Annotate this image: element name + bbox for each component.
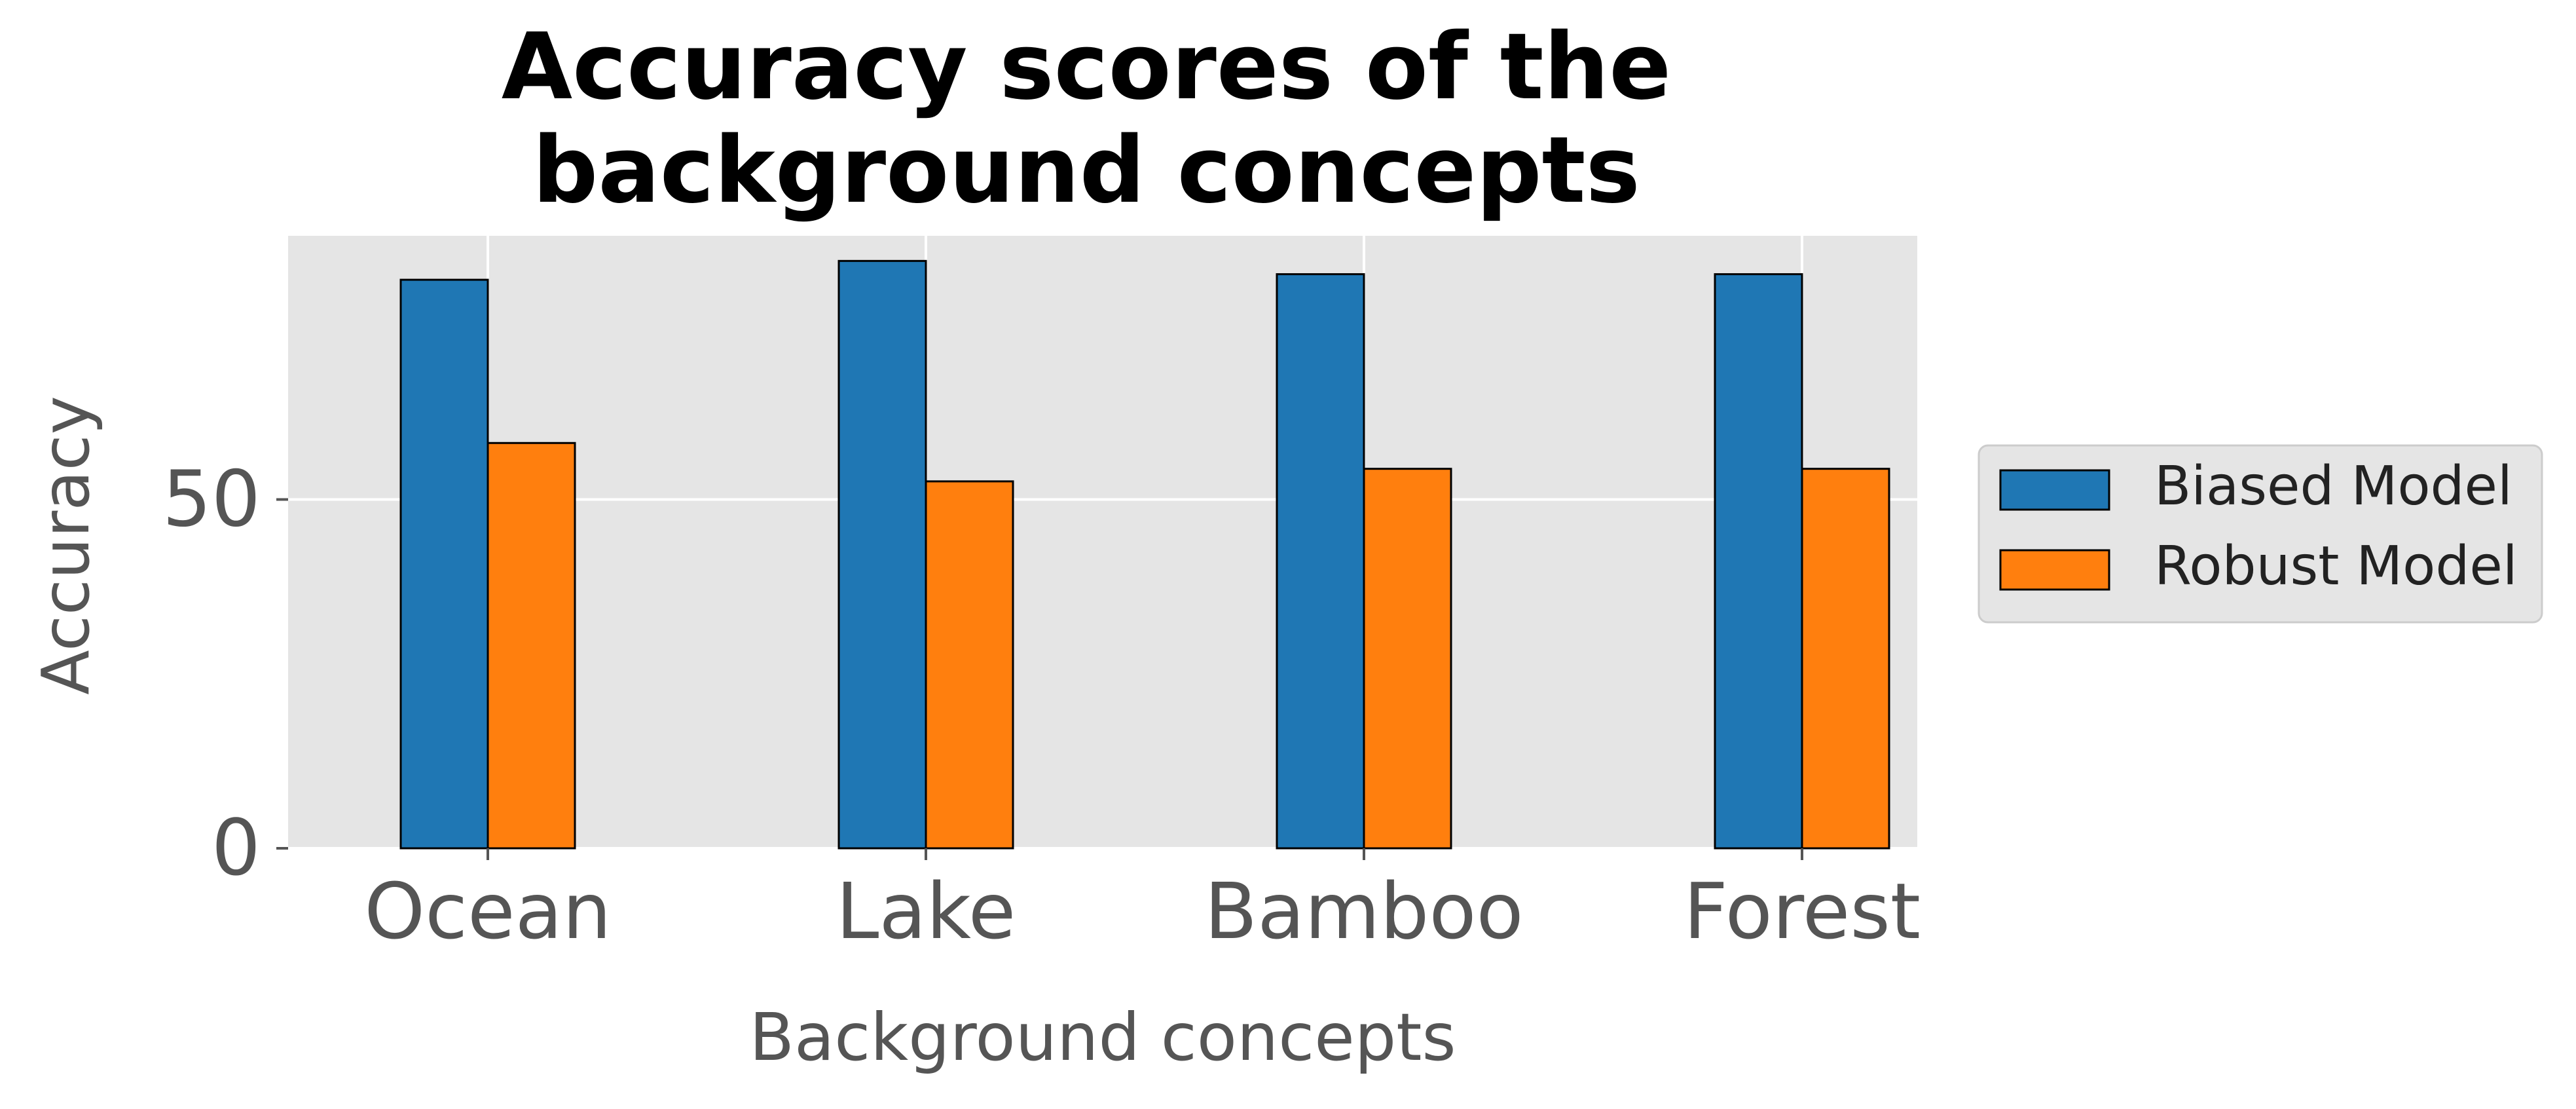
x-tick-label: Bamboo bbox=[1204, 866, 1524, 956]
y-tick-label: 0 bbox=[212, 802, 261, 893]
x-tick-label: Forest bbox=[1684, 866, 1921, 956]
bars bbox=[399, 259, 1890, 850]
y-axis-label: Accuracy bbox=[28, 396, 104, 695]
x-tick-label: Ocean bbox=[364, 866, 611, 956]
bar bbox=[925, 480, 1014, 850]
chart-title-line: Accuracy scores of the bbox=[502, 14, 1671, 121]
x-axis-label: Background concepts bbox=[749, 999, 1456, 1076]
legend-label: Robust Model bbox=[2154, 535, 2518, 597]
axis-ticks: Ocean Lake Bamboo Forest 0 50 bbox=[162, 454, 1921, 956]
x-tick-label: Lake bbox=[836, 866, 1016, 956]
bar bbox=[1714, 273, 1803, 850]
y-tick-label: 50 bbox=[162, 454, 261, 544]
bar bbox=[399, 278, 489, 850]
bar bbox=[1276, 273, 1365, 850]
legend-box bbox=[1978, 444, 2543, 624]
bar bbox=[1363, 468, 1452, 850]
bar bbox=[487, 442, 576, 850]
legend-swatch bbox=[1999, 469, 2110, 511]
legend-swatch bbox=[1999, 549, 2110, 591]
chart-title-line: background concepts bbox=[532, 117, 1640, 224]
bar bbox=[1801, 468, 1890, 850]
bar bbox=[837, 259, 927, 850]
legend: Biased Model Robust Model bbox=[1978, 444, 2543, 624]
legend-label: Biased Model bbox=[2154, 455, 2512, 517]
